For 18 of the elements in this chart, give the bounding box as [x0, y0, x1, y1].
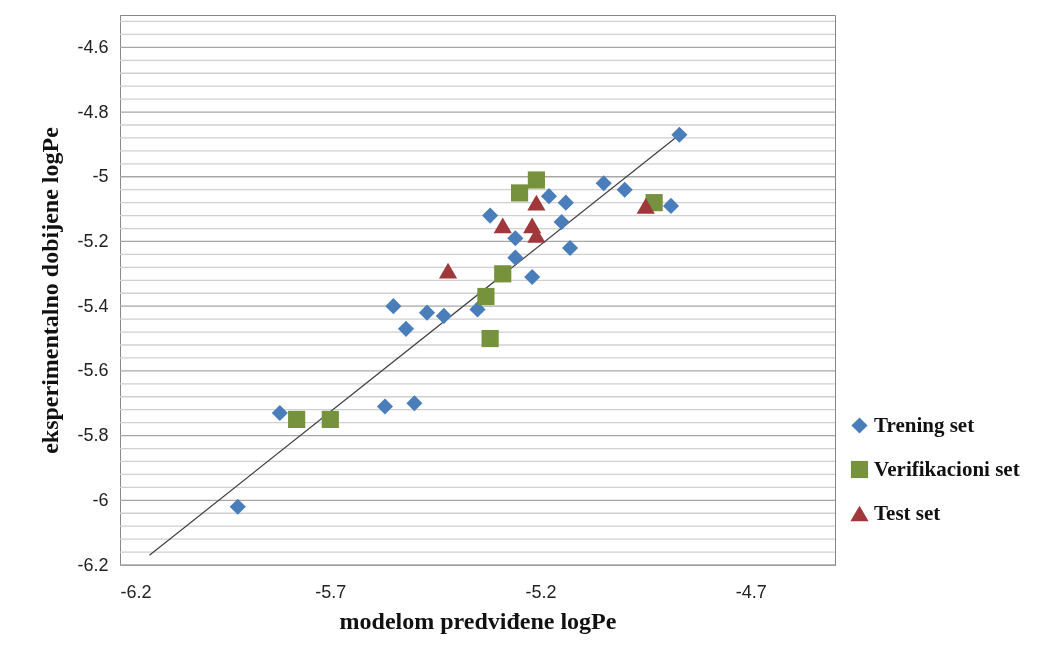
y-tick-label: -5: [92, 166, 109, 187]
legend-label: Trening set: [874, 412, 975, 437]
x-axis-title: modelom predviđene logPe: [339, 607, 617, 634]
y-tick-label: -5.8: [77, 425, 109, 446]
y-tick-label: -6: [92, 489, 109, 510]
y-tick-label: -4.6: [77, 36, 109, 57]
x-tick-label: -5.7: [315, 581, 347, 602]
y-tick-label: -4.8: [77, 101, 109, 122]
x-tick-label: -4.7: [735, 581, 767, 602]
y-tick-label: -5.4: [77, 295, 109, 316]
legend-label: Verifikacioni set: [874, 456, 1020, 481]
y-tick-label: -5.6: [77, 360, 109, 381]
y-tick-label: -6.2: [77, 554, 109, 575]
x-tick-label: -5.2: [525, 581, 557, 602]
legend-label: Test set: [874, 500, 941, 525]
x-tick-label: -6.2: [120, 581, 152, 602]
y-tick-label: -5.2: [77, 230, 109, 251]
y-axis-title: eksperimentalno dobijene logPe: [37, 126, 64, 454]
